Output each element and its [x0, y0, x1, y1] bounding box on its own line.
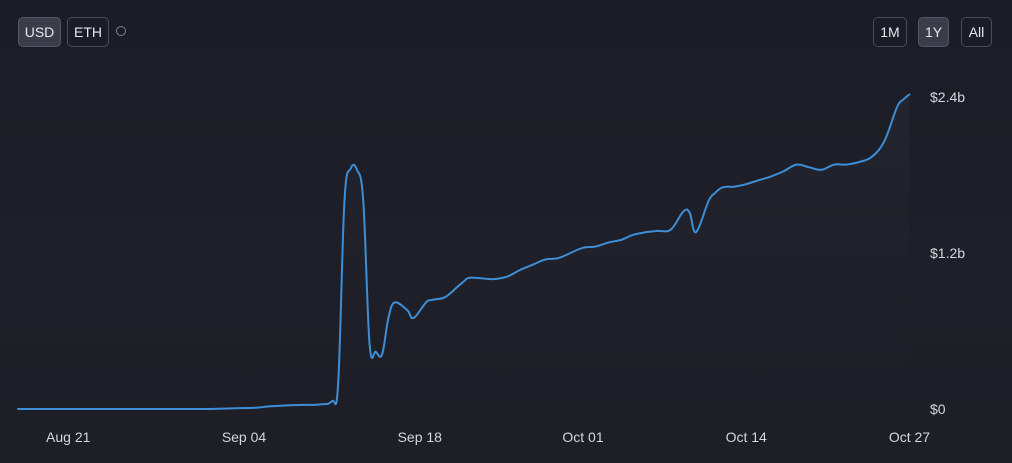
x-tick-label: Sep 18	[398, 429, 443, 445]
currency-usd-button[interactable]: USD	[18, 17, 61, 47]
info-circle-icon[interactable]	[116, 26, 126, 36]
range-all-button[interactable]: All	[961, 17, 992, 47]
x-tick-label: Oct 14	[726, 429, 767, 445]
range-1y-button[interactable]: 1Y	[918, 17, 949, 47]
currency-eth-button[interactable]: ETH	[67, 17, 109, 47]
x-tick-label: Sep 04	[222, 429, 267, 445]
y-tick-label: $2.4b	[930, 89, 965, 105]
series-line[interactable]	[17, 93, 911, 411]
x-tick-label: Aug 21	[46, 429, 91, 445]
line-layer	[17, 93, 911, 411]
area-fill-layer	[18, 94, 910, 410]
x-tick-label: Oct 27	[889, 429, 930, 445]
x-tick-label: Oct 01	[562, 429, 603, 445]
y-axis: $0 $1.2b $2.4b	[930, 89, 965, 417]
y-tick-label: $0	[930, 401, 946, 417]
series-area	[18, 94, 910, 410]
range-1m-button[interactable]: 1M	[873, 17, 907, 47]
x-axis: Aug 21 Sep 04 Sep 18 Oct 01 Oct 14 Oct 27	[46, 429, 930, 445]
y-tick-label: $1.2b	[930, 245, 965, 261]
